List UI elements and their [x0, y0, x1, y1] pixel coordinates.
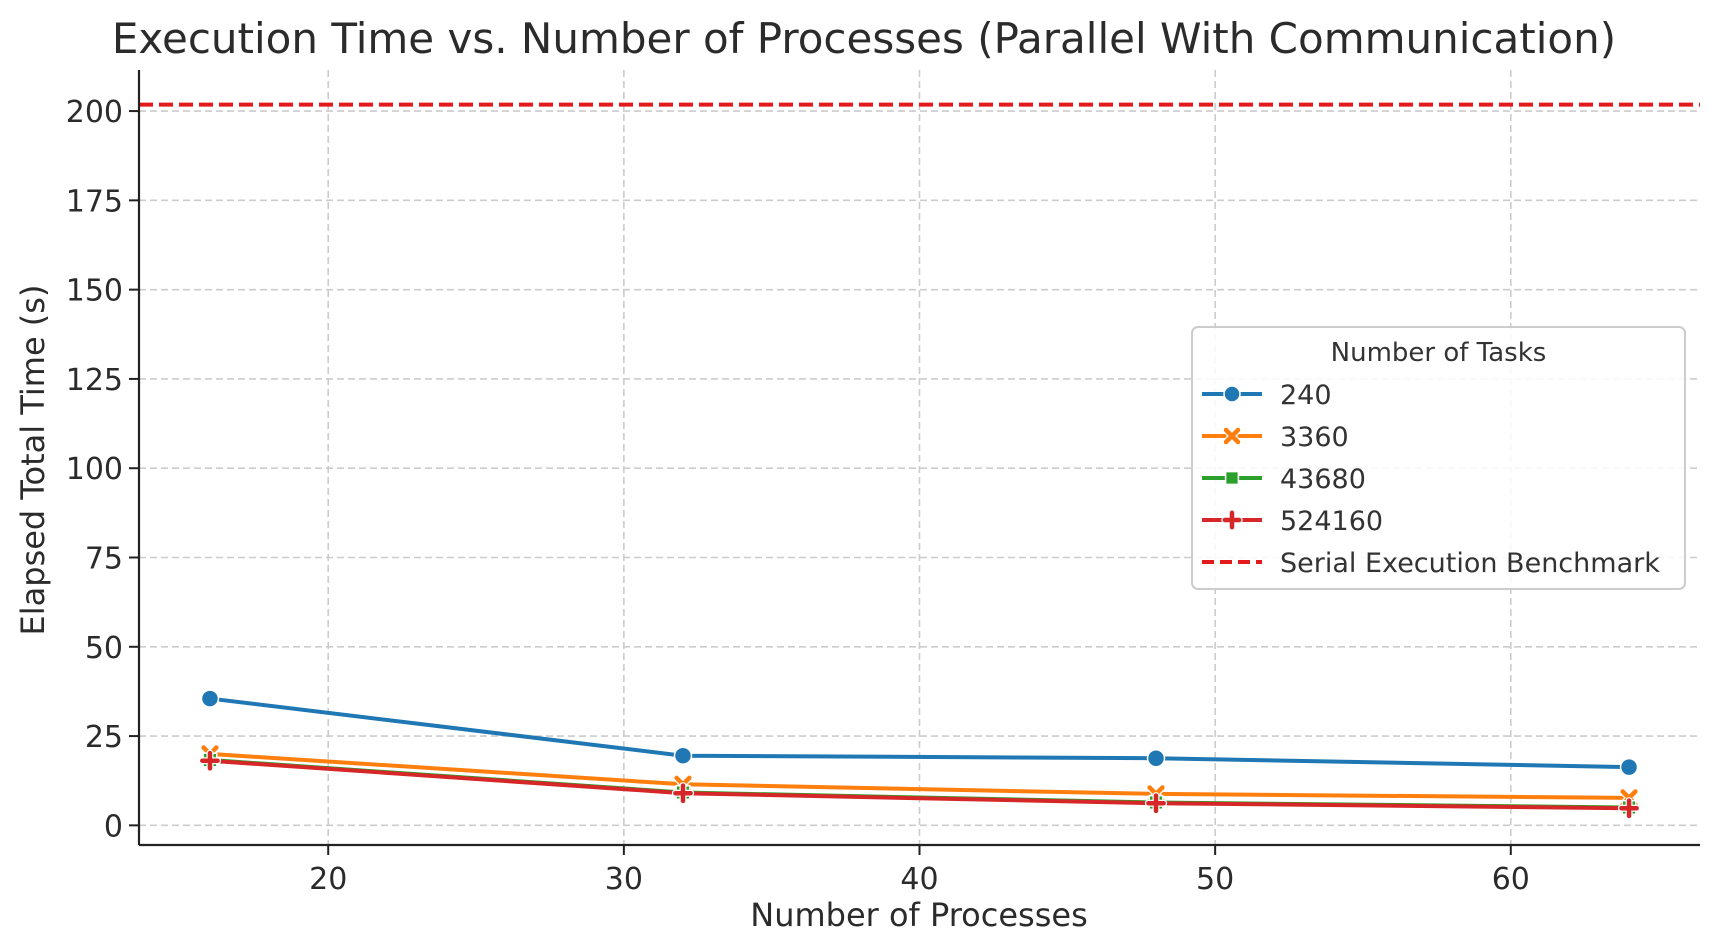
legend-item: Serial Execution Benchmark [1202, 548, 1660, 579]
series-240 [200, 689, 1639, 777]
legend-item: 524160 [1202, 506, 1383, 537]
chart-title: Execution Time vs. Number of Processes (… [112, 14, 1616, 63]
x-tick-label: 30 [605, 862, 643, 897]
y-tick-label: 75 [85, 542, 123, 577]
legend-box [1191, 326, 1686, 590]
x-axis-label: Number of Processes [750, 896, 1087, 934]
y-tick-label: 150 [66, 274, 123, 309]
data-point [1144, 792, 1168, 815]
data-point [200, 689, 220, 708]
data-point [671, 782, 695, 805]
data-point [1222, 426, 1242, 446]
legend: Number of Tasks 240 3360 43680 524160 Serial … [1191, 326, 1686, 590]
series-524160 [198, 749, 1641, 820]
legend-item: 240 [1202, 380, 1332, 411]
series-line [209, 751, 1630, 800]
legend-label: 43680 [1280, 464, 1366, 495]
y-tick-label: 100 [66, 452, 123, 487]
y-axis-label: Elapsed Total Time (s) [14, 285, 52, 636]
y-tick-label: 50 [85, 631, 123, 666]
series-line [209, 758, 1630, 811]
data-point [1221, 509, 1243, 531]
legend-label: 524160 [1280, 506, 1383, 537]
y-tick-label: 25 [85, 720, 123, 755]
series-layer [198, 689, 1641, 820]
data-point [1224, 470, 1240, 486]
x-tick-label: 20 [309, 862, 347, 897]
data-point [673, 746, 693, 765]
tick-labels: 0 25 50 75 100 125 150 175 200 20 30 40 50 60 [66, 95, 1530, 897]
legend-title: Number of Tasks [1331, 338, 1547, 368]
x-tick-label: 50 [1196, 862, 1234, 897]
y-tick-label: 0 [104, 809, 123, 844]
y-tick-label: 200 [66, 95, 123, 130]
data-point [1619, 757, 1639, 777]
legend-label: Serial Execution Benchmark [1280, 548, 1660, 579]
data-point [1146, 748, 1166, 768]
legend-item: 3360 [1202, 422, 1349, 453]
legend-item: 43680 [1202, 464, 1366, 495]
data-point [198, 749, 222, 772]
legend-label: 3360 [1280, 422, 1349, 453]
y-tick-label: 175 [66, 184, 123, 219]
x-tick-label: 40 [900, 862, 938, 897]
data-point [1617, 797, 1641, 820]
x-tick-label: 60 [1492, 862, 1530, 897]
legend-label: 240 [1280, 380, 1332, 411]
series-line [209, 696, 1630, 770]
data-point [1223, 385, 1241, 403]
y-tick-label: 125 [66, 363, 123, 398]
